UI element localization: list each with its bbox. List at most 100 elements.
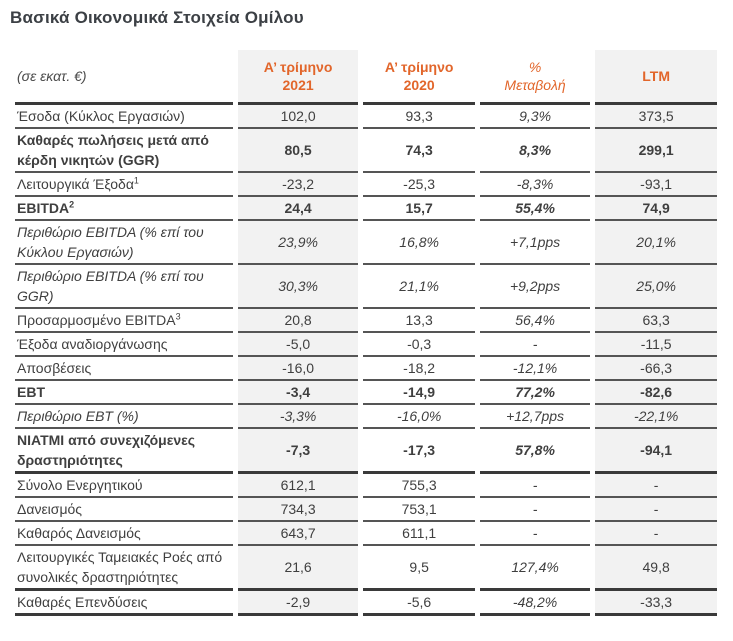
cell-q1-2021: -7,3 — [237, 429, 359, 474]
row-label: Έξοδα αναδιοργάνωσης — [15, 333, 233, 357]
table-row: Λειτουργικά Έξοδα1 -23,2 -25,3 -8,3% -93,1 — [15, 173, 717, 197]
row-label: Έσοδα (Κύκλος Εργασιών) — [15, 105, 233, 129]
cell-q1-2021: 20,8 — [237, 309, 359, 333]
table-row: NIATMI από συνεχιζόμενες δραστηριότητες -… — [15, 429, 717, 474]
cell-ltm: -66,3 — [595, 357, 717, 381]
table-row: Δανεισμός 734,3 753,1- - — [15, 498, 717, 522]
row-label: Σύνολο Ενεργητικού — [15, 474, 233, 498]
row-label-text: EBITDA — [17, 200, 70, 216]
cell-q1-2020: 93,3 — [363, 105, 475, 129]
footnote-marker: 2 — [69, 199, 75, 210]
cell-ltm: - — [595, 522, 717, 546]
cell-ltm: -33,3 — [595, 591, 717, 616]
row-label: Δανεισμός — [15, 498, 233, 522]
row-label: Καθαρός Δανεισμός — [15, 522, 233, 546]
row-label: Καθαρές Επενδύσεις — [15, 591, 233, 616]
row-label-text: Σύνολο Ενεργητικού — [17, 477, 143, 493]
cell-ltm: 299,1 — [595, 129, 717, 173]
cell-q1-2021: 643,7 — [237, 522, 359, 546]
table-row: Καθαρές Επενδύσεις -2,9 -5,6 -48,2% -33,3 — [15, 591, 717, 616]
column-header-q1-2021: Α’ τρίμηνο 2021 — [237, 50, 359, 105]
cell-change: -12,1% — [479, 357, 591, 381]
cell-q1-2020: -5,6 — [363, 591, 475, 616]
cell-q1-2020: -0,3 — [363, 333, 475, 357]
row-label-text: NIATMI από συνεχιζόμενες δραστηριότητες — [17, 432, 196, 468]
row-label-text: Λειτουργικές Ταμειακές Ροές από συνολικέ… — [17, 549, 223, 585]
cell-q1-2020: 74,3 — [363, 129, 475, 173]
column-header-line: Μεταβολή — [504, 77, 566, 93]
column-header-line: 2020 — [403, 77, 435, 93]
row-label-text: EBT — [17, 384, 45, 400]
cell-change: 56,4% — [479, 309, 591, 333]
cell-change: +12,7pps — [479, 405, 591, 429]
row-label-text: Λειτουργικά Έξοδα — [17, 176, 134, 192]
cell-q1-2020: -18,2 — [363, 357, 475, 381]
cell-q1-2020: 16,8% — [363, 221, 475, 265]
cell-q1-2020: -17,3 — [363, 429, 475, 474]
unit-label: (σε εκατ. €) — [15, 50, 233, 105]
row-label-text: Έσοδα (Κύκλος Εργασιών) — [17, 108, 185, 124]
table-row: Προσαρμοσμένο EBITDA3 20,8 13,3 56,4% 63,3 — [15, 309, 717, 333]
cell-q1-2021: 80,5 — [237, 129, 359, 173]
cell-q1-2021: 102,0 — [237, 105, 359, 129]
cell-q1-2021: -5,0 — [237, 333, 359, 357]
row-label: Αποσβέσεις — [15, 357, 233, 381]
table-row: Περιθώριο EBITDA (% επί του GGR) 30,3% 21,… — [15, 265, 717, 309]
column-header-line: Α’ τρίμηνο — [263, 58, 333, 75]
cell-q1-2021: -23,2 — [237, 173, 359, 197]
cell-ltm: 25,0% — [595, 265, 717, 309]
cell-q1-2020: 13,3 — [363, 309, 475, 333]
cell-q1-2021: 734,3 — [237, 498, 359, 522]
row-label-text: Καθαρές πωλήσεις μετά από κέρδη νικητών … — [17, 132, 209, 168]
row-label-text: Περιθώριο EBITDA (% επί του Κύκλου Εργασ… — [17, 224, 204, 260]
column-header-ltm: LTM — [595, 50, 717, 105]
cell-change: 8,3% — [479, 129, 591, 173]
table-row: Καθαρές πωλήσεις μετά από κέρδη νικητών … — [15, 129, 717, 173]
cell-change: 55,4% — [479, 197, 591, 221]
cell-q1-2020: 9,5 — [363, 546, 475, 591]
financial-table: (σε εκατ. €) Α’ τρίμηνο 2021 Α’ τρίμηνο … — [10, 50, 722, 616]
table-row: Καθαρός Δανεισμός 643,7 611,1- - — [15, 522, 717, 546]
table-row: Περιθώριο EBT (%) -3,3% -16,0% +12,7pps -22,… — [15, 405, 717, 429]
row-label-text: Προσαρμοσμένο EBITDA — [17, 312, 176, 328]
cell-ltm: - — [595, 474, 717, 498]
row-label: Περιθώριο EBT (%) — [15, 405, 233, 429]
page-title: Βασικά Οικονομικά Στοιχεία Ομίλου — [10, 8, 304, 27]
cell-ltm: 20,1% — [595, 221, 717, 265]
row-label-text: Δανεισμός — [17, 501, 83, 517]
table-header: (σε εκατ. €) Α’ τρίμηνο 2021 Α’ τρίμηνο … — [15, 50, 717, 105]
row-label: Προσαρμοσμένο EBITDA3 — [15, 309, 233, 333]
row-label: Περιθώριο EBITDA (% επί του GGR) — [15, 265, 233, 309]
cell-change: 127,4% — [479, 546, 591, 591]
table-row: EBT -3,4 -14,9 77,2% -82,6 — [15, 381, 717, 405]
footnote-marker: 1 — [133, 175, 139, 186]
row-label-text: Περιθώριο EBITDA (% επί του GGR) — [17, 268, 204, 304]
cell-q1-2021: 21,6 — [237, 546, 359, 591]
cell-change: - — [479, 498, 591, 522]
cell-change: +9,2pps — [479, 265, 591, 309]
cell-q1-2021: 30,3% — [237, 265, 359, 309]
cell-change: 77,2% — [479, 381, 591, 405]
cell-ltm: -94,1 — [595, 429, 717, 474]
cell-q1-2020: -14,9 — [363, 381, 475, 405]
cell-q1-2021: -16,0 — [237, 357, 359, 381]
cell-q1-2021: -3,3% — [237, 405, 359, 429]
row-label-text: Έξοδα αναδιοργάνωσης — [17, 336, 168, 352]
table-row: Έξοδα αναδιοργάνωσης -5,0 -0,3- -11,5 — [15, 333, 717, 357]
column-header-line: 2021 — [282, 77, 314, 93]
cell-change: +7,1pps — [479, 221, 591, 265]
cell-q1-2020: 753,1 — [363, 498, 475, 522]
cell-change: - — [479, 333, 591, 357]
cell-q1-2020: 755,3 — [363, 474, 475, 498]
cell-ltm: -93,1 — [595, 173, 717, 197]
row-label: Καθαρές πωλήσεις μετά από κέρδη νικητών … — [15, 129, 233, 173]
cell-change: 9,3% — [479, 105, 591, 129]
cell-q1-2021: 23,9% — [237, 221, 359, 265]
table-row: Λειτουργικές Ταμειακές Ροές από συνολικέ… — [15, 546, 717, 591]
column-header-line: % — [528, 58, 542, 75]
column-header-line: Α’ τρίμηνο — [384, 58, 454, 75]
cell-ltm: - — [595, 498, 717, 522]
row-label: Περιθώριο EBITDA (% επί του Κύκλου Εργασ… — [15, 221, 233, 265]
row-label-text: Περιθώριο EBT (%) — [17, 408, 139, 424]
table-row: Σύνολο Ενεργητικού 612,1 755,3- - — [15, 474, 717, 498]
